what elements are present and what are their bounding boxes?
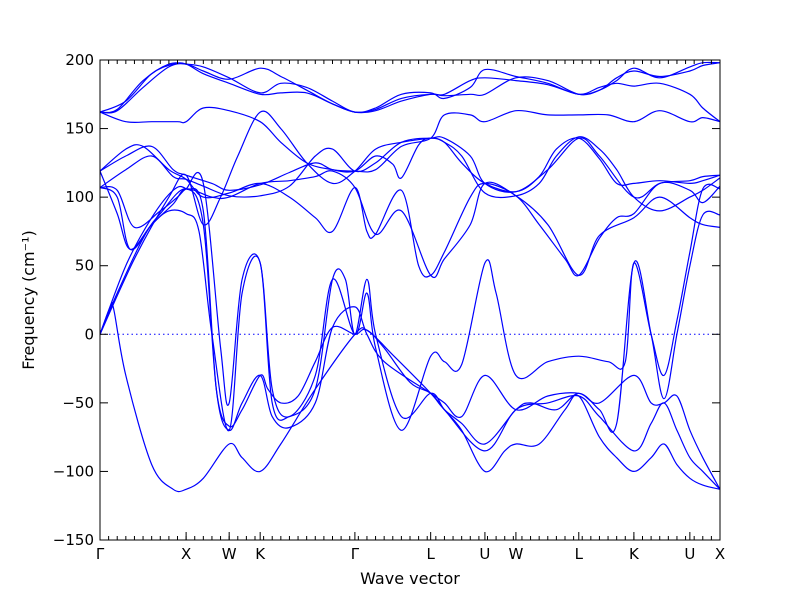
y-tick-label: −150 <box>53 531 94 549</box>
x-axis-label: Wave vector <box>360 569 460 588</box>
band-line-12 <box>99 61 721 114</box>
band-line-8 <box>99 137 721 193</box>
band-line-14 <box>99 62 721 113</box>
band-line-11 <box>99 106 721 173</box>
band-line-5 <box>99 172 721 431</box>
x-tick-label: L <box>575 545 584 563</box>
band-line-1 <box>99 301 721 493</box>
x-tick-label: Γ <box>351 545 360 563</box>
x-tick-label: W <box>222 545 237 563</box>
x-tick-label: X <box>715 545 725 563</box>
x-tick-label: L <box>426 545 435 563</box>
x-tick-label: Γ <box>96 545 105 563</box>
band-line-3 <box>99 185 721 490</box>
band-line-2 <box>99 188 721 490</box>
y-tick-label: 0 <box>84 325 94 343</box>
plot-area <box>99 61 721 493</box>
y-tick-label: 50 <box>75 257 94 275</box>
x-tick-label: K <box>255 545 266 563</box>
band-line-13 <box>99 62 721 123</box>
x-tick-label: X <box>181 545 191 563</box>
x-tick-label: W <box>508 545 523 563</box>
y-axis-label: Frequency (cm⁻¹) <box>19 230 38 369</box>
y-tick-label: 200 <box>65 51 94 69</box>
y-tick-label: −100 <box>53 462 94 480</box>
x-tick-label: K <box>629 545 640 563</box>
band-line-9 <box>99 136 721 212</box>
band-line-10 <box>99 110 721 335</box>
band-lines <box>99 61 721 493</box>
y-axis: −150 −100 −50 0 50 100 150 200 <box>53 51 720 549</box>
y-tick-label: 150 <box>65 120 94 138</box>
y-tick-label: −50 <box>62 394 94 412</box>
band-line-6 <box>99 144 721 278</box>
x-tick-label: U <box>479 545 490 563</box>
y-tick-label: 100 <box>65 188 94 206</box>
band-line-7 <box>99 170 721 278</box>
x-tick-label: U <box>684 545 695 563</box>
